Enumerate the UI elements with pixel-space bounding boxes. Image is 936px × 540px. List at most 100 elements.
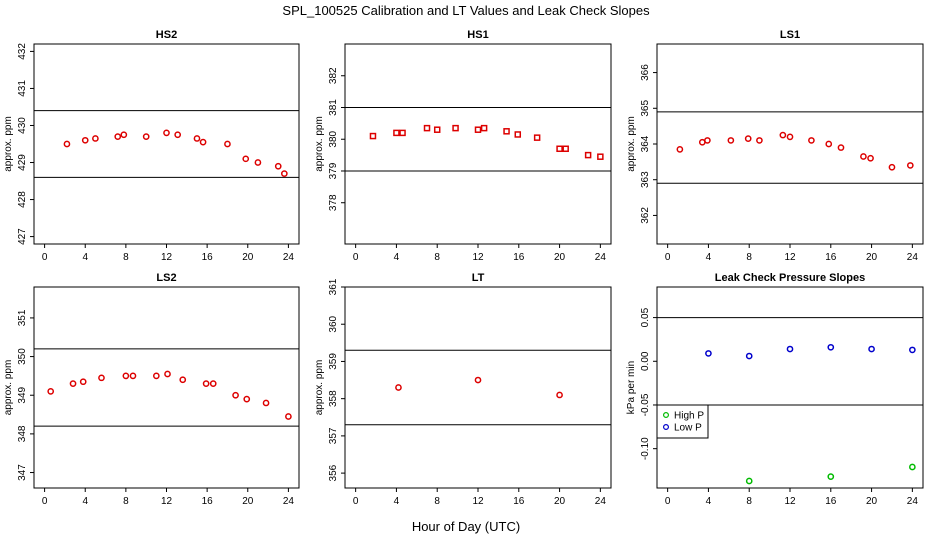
data-point bbox=[242, 155, 250, 163]
plot-frame bbox=[33, 43, 300, 245]
y-tick-label: 359 bbox=[328, 353, 339, 370]
y-tick-label: 429 bbox=[17, 154, 28, 171]
data-point bbox=[452, 124, 459, 132]
y-tick-label: 348 bbox=[17, 425, 28, 442]
data-point bbox=[433, 126, 441, 133]
panel-5: LT 0 4 8 12 16 20 24 356 357 358 359 360 361 approx. p… bbox=[314, 272, 612, 507]
y-axis-label: approx. ppm bbox=[3, 360, 14, 416]
data-point bbox=[705, 350, 712, 357]
y-tick-label: 358 bbox=[328, 390, 339, 407]
y-tick-label: 428 bbox=[17, 191, 28, 208]
x-tick-label: 4 bbox=[82, 252, 88, 263]
data-point bbox=[556, 145, 563, 153]
legend-label: Low P bbox=[674, 423, 702, 434]
y-axis-label: kPa per min bbox=[626, 361, 637, 414]
panel-3: LS1 0 4 8 12 16 20 24 362 363 364 365 366 approx. ppm bbox=[626, 29, 924, 263]
data-point bbox=[480, 124, 488, 132]
x-tick-label: 0 bbox=[42, 496, 48, 507]
data-point bbox=[285, 413, 292, 420]
y-tick-label: 382 bbox=[328, 67, 339, 84]
panel-title: Leak Check Pressure Slopes bbox=[715, 272, 865, 284]
y-tick-label: 431 bbox=[17, 80, 28, 97]
plot-frame bbox=[344, 286, 612, 489]
y-tick-label: 380 bbox=[328, 130, 339, 147]
data-point bbox=[63, 140, 71, 148]
data-point bbox=[474, 126, 482, 133]
data-point bbox=[274, 162, 282, 170]
data-point bbox=[399, 129, 406, 137]
data-point bbox=[704, 137, 711, 144]
data-point bbox=[114, 133, 122, 140]
plot-frame bbox=[344, 43, 612, 245]
x-tick-label: 12 bbox=[472, 496, 484, 507]
x-tick-label: 20 bbox=[866, 496, 878, 507]
x-tick-label: 4 bbox=[706, 496, 712, 507]
x-tick-label: 0 bbox=[353, 252, 359, 263]
x-tick-label: 16 bbox=[825, 496, 837, 507]
y-axis-label: approx. ppm bbox=[3, 116, 14, 172]
x-tick-label: 20 bbox=[866, 252, 878, 263]
data-point bbox=[827, 343, 835, 351]
plot-frame bbox=[33, 286, 300, 489]
data-point bbox=[867, 154, 874, 162]
y-tick-label: 357 bbox=[328, 427, 339, 444]
data-point bbox=[533, 134, 541, 141]
x-tick-label: 0 bbox=[353, 496, 359, 507]
y-tick-label: 365 bbox=[640, 100, 651, 117]
data-point bbox=[779, 131, 787, 139]
y-tick-label: 356 bbox=[328, 464, 339, 481]
panels: HS2 0 4 8 12 16 20 24 427 428 429 430 431 432 approx. … bbox=[3, 29, 924, 507]
x-tick-label: 0 bbox=[665, 252, 671, 263]
data-point bbox=[786, 133, 794, 141]
data-point bbox=[868, 345, 875, 353]
y-axis-label: approx. ppm bbox=[314, 116, 325, 172]
x-tick-label: 8 bbox=[123, 252, 129, 263]
x-tick-label: 16 bbox=[202, 252, 214, 263]
data-point bbox=[423, 124, 431, 132]
x-tick-label: 16 bbox=[825, 252, 837, 263]
y-tick-label: 432 bbox=[17, 43, 28, 60]
data-point bbox=[174, 131, 182, 139]
legend-marker bbox=[662, 424, 669, 431]
data-point bbox=[584, 151, 592, 159]
y-tick-label: 364 bbox=[640, 135, 651, 152]
x-tick-label: 8 bbox=[746, 252, 752, 263]
data-point bbox=[825, 140, 833, 148]
x-tick-label: 8 bbox=[434, 496, 440, 507]
y-tick-label: 360 bbox=[328, 315, 339, 332]
data-point bbox=[243, 395, 251, 403]
x-tick-label: 4 bbox=[394, 252, 400, 263]
x-tick-label: 12 bbox=[472, 252, 484, 263]
data-point bbox=[142, 133, 150, 140]
data-point bbox=[808, 137, 815, 144]
panel-title: LS1 bbox=[780, 29, 800, 41]
y-tick-label: 430 bbox=[17, 117, 28, 134]
data-point bbox=[232, 391, 239, 399]
x-tick-label: 24 bbox=[907, 252, 919, 263]
data-point bbox=[676, 146, 684, 153]
x-tick-label: 16 bbox=[202, 496, 214, 507]
y-tick-label: 381 bbox=[328, 99, 339, 116]
data-point bbox=[909, 346, 916, 354]
y-tick-label: 366 bbox=[640, 64, 651, 81]
x-tick-label: 24 bbox=[595, 496, 607, 507]
y-axis-label: approx. ppm bbox=[626, 116, 637, 172]
data-point bbox=[837, 144, 845, 151]
x-tick-label: 24 bbox=[595, 252, 607, 263]
y-tick-label: 361 bbox=[328, 278, 339, 295]
y-axis-label: approx. ppm bbox=[314, 360, 325, 416]
data-point bbox=[393, 129, 400, 137]
data-point bbox=[503, 128, 510, 135]
x-tick-label: 24 bbox=[907, 496, 919, 507]
data-point bbox=[98, 374, 105, 382]
x-tick-label: 4 bbox=[394, 496, 400, 507]
x-tick-label: 16 bbox=[513, 496, 525, 507]
y-tick-label: 379 bbox=[328, 162, 339, 179]
y-tick-label: 347 bbox=[17, 464, 28, 481]
data-point bbox=[254, 159, 262, 166]
panel-4: LS2 0 4 8 12 16 20 24 347 348 349 350 351 approx. ppm bbox=[3, 272, 300, 507]
y-tick-label: 427 bbox=[17, 228, 28, 245]
data-point bbox=[562, 145, 569, 153]
